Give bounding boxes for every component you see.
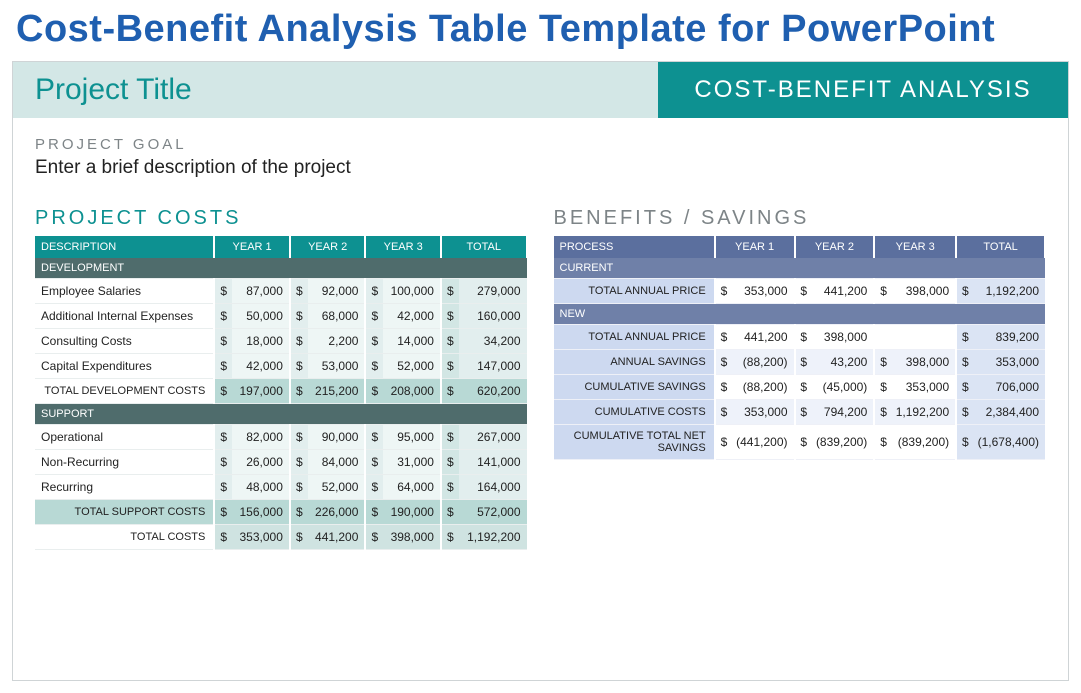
goal-block: PROJECT GOAL Enter a brief description o… [13,118,1068,189]
subtotal-row: TOTAL SUPPORT COSTS$156,000$226,000$190,… [35,500,527,525]
column-header: DESCRIPTION [35,236,214,258]
tables-row: PROJECT COSTS DESCRIPTIONYEAR 1YEAR 2YEA… [13,189,1068,550]
column-header: TOTAL [441,236,527,258]
costs-title: PROJECT COSTS [35,207,528,230]
benefits-title: BENEFITS / SAVINGS [554,207,1047,230]
table-row: Capital Expenditures$42,000$53,000$52,00… [35,354,527,379]
page-title: Cost-Benefit Analysis Table Template for… [0,0,1081,61]
column-header: YEAR 3 [365,236,441,258]
group-header: DEVELOPMENT [35,258,527,279]
group-header: NEW [554,304,1046,325]
header-row: Project Title COST-BENEFIT ANALYSIS [13,62,1068,118]
table-row: Additional Internal Expenses$50,000$68,0… [35,304,527,329]
slide: Project Title COST-BENEFIT ANALYSIS PROJ… [12,61,1069,681]
column-header: YEAR 1 [715,236,795,258]
table-row: Recurring$48,000$52,000$64,000$164,000 [35,475,527,500]
table-row: CUMULATIVE TOTAL NET SAVINGS$(441,200)$(… [554,425,1046,460]
group-header: CURRENT [554,258,1046,279]
column-header: YEAR 2 [290,236,366,258]
table-row: Employee Salaries$87,000$92,000$100,000$… [35,279,527,304]
column-header: PROCESS [554,236,715,258]
benefits-section: BENEFITS / SAVINGS PROCESSYEAR 1YEAR 2YE… [554,207,1047,550]
benefits-table: PROCESSYEAR 1YEAR 2YEAR 3TOTAL CURRENTTO… [554,236,1047,460]
table-row: TOTAL ANNUAL PRICE$353,000$441,200$398,0… [554,279,1046,304]
costs-section: PROJECT COSTS DESCRIPTIONYEAR 1YEAR 2YEA… [35,207,528,550]
column-header: YEAR 1 [214,236,290,258]
table-row: Operational$82,000$90,000$95,000$267,000 [35,425,527,450]
group-header: SUPPORT [35,404,527,425]
column-header: TOTAL [956,236,1045,258]
grand-total-row: TOTAL COSTS$353,000$441,200$398,000$1,19… [35,525,527,550]
goal-desc: Enter a brief description of the project [35,157,1046,179]
table-row: Consulting Costs$18,000$2,200$14,000$34,… [35,329,527,354]
subtotal-row: TOTAL DEVELOPMENT COSTS$197,000$215,200$… [35,379,527,404]
table-row: TOTAL ANNUAL PRICE$441,200$398,000$839,2… [554,325,1046,350]
table-row: Non-Recurring$26,000$84,000$31,000$141,0… [35,450,527,475]
table-row: CUMULATIVE SAVINGS$(88,200)$(45,000)$353… [554,375,1046,400]
column-header: YEAR 3 [874,236,956,258]
table-row: CUMULATIVE COSTS$353,000$794,200$1,192,2… [554,400,1046,425]
table-row: ANNUAL SAVINGS$(88,200)$43,200$398,000$3… [554,350,1046,375]
project-title: Project Title [13,62,658,118]
analysis-badge: COST-BENEFIT ANALYSIS [658,62,1068,118]
costs-table: DESCRIPTIONYEAR 1YEAR 2YEAR 3TOTAL DEVEL… [35,236,528,550]
goal-label: PROJECT GOAL [35,136,1046,153]
column-header: YEAR 2 [795,236,875,258]
